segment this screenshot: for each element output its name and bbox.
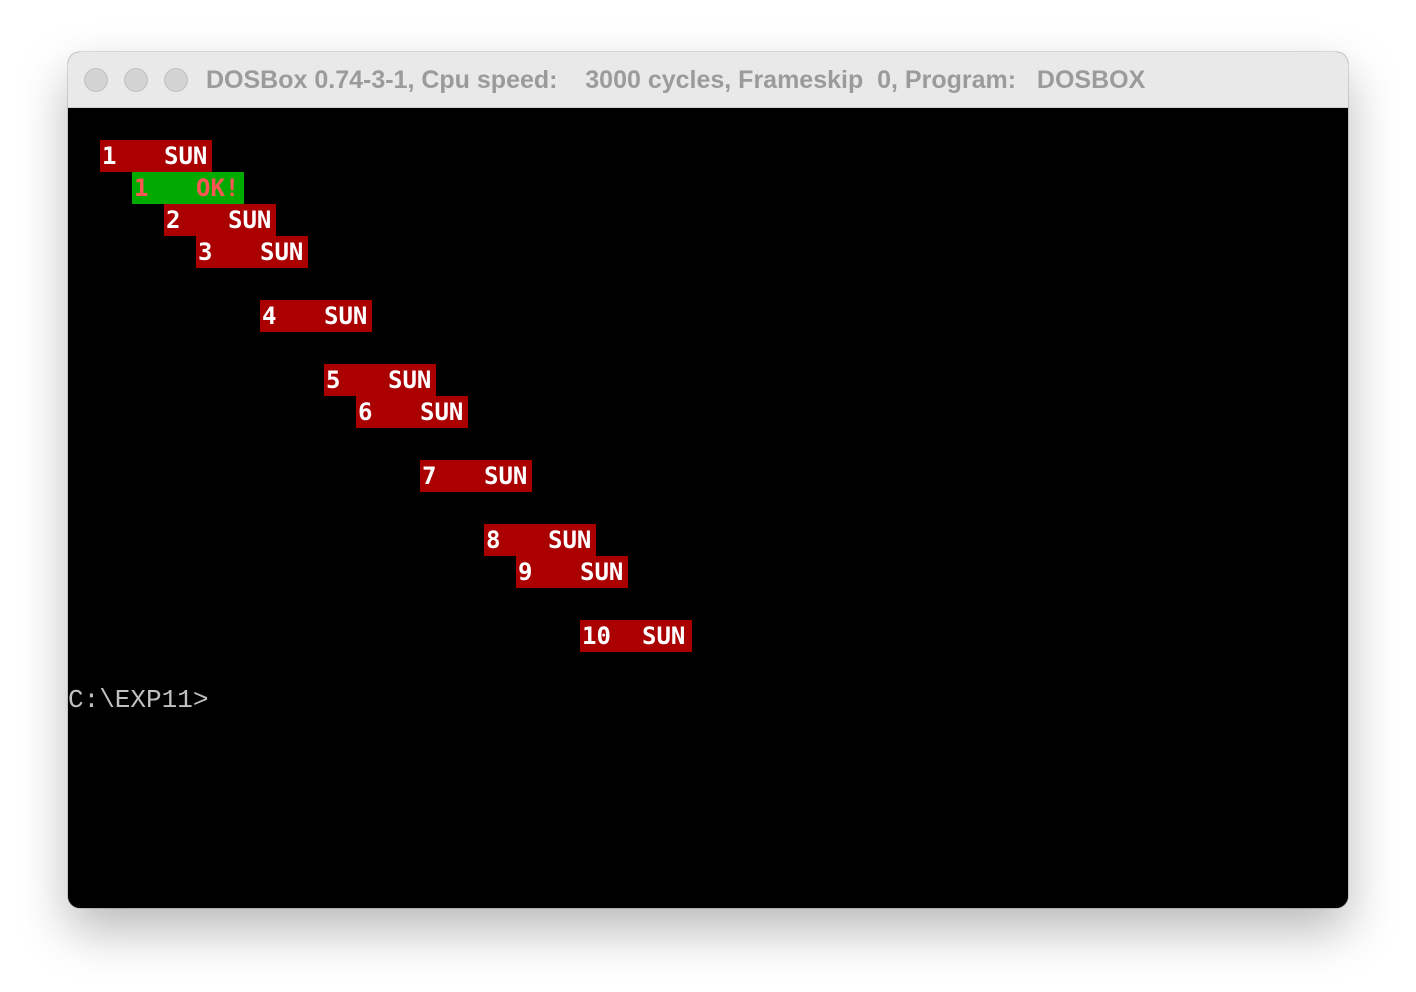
row-label: SUN	[164, 142, 208, 170]
row-label: SUN	[548, 526, 592, 554]
row-label: SUN	[420, 398, 464, 426]
row-number: 6	[358, 398, 373, 426]
row-number: 1	[102, 142, 117, 170]
row-number: 3	[198, 238, 213, 266]
close-button[interactable]	[84, 68, 108, 92]
screen-row: 8 SUN	[484, 524, 596, 556]
window-title: DOSBox 0.74-3-1, Cpu speed: 3000 cycles,…	[206, 66, 1146, 94]
screen-row: 3 SUN	[196, 236, 308, 268]
row-label: SUN	[642, 622, 686, 650]
screen-row-ok: 1 OK!	[132, 172, 244, 204]
zoom-button[interactable]	[164, 68, 188, 92]
minimize-button[interactable]	[124, 68, 148, 92]
row-label: SUN	[324, 302, 368, 330]
row-number: 7	[422, 462, 437, 490]
row-number: 9	[518, 558, 533, 586]
row-number: 1	[134, 174, 149, 202]
row-label: SUN	[260, 238, 304, 266]
screen-row: 4 SUN	[260, 300, 372, 332]
row-label: SUN	[580, 558, 624, 586]
row-label: OK!	[196, 174, 240, 202]
row-number: 10	[582, 622, 611, 650]
dos-screen[interactable]: 1 SUN 1 OK! 2 SUN 3 SUN 4 SUN 5 SUN 6 SU…	[68, 108, 1348, 908]
screen-row: 7 SUN	[420, 460, 532, 492]
screen-row: 2 SUN	[164, 204, 276, 236]
row-number: 4	[262, 302, 277, 330]
screen-row: 9 SUN	[516, 556, 628, 588]
screen-row: 5 SUN	[324, 364, 436, 396]
screen-row: 1 SUN	[100, 140, 212, 172]
command-prompt[interactable]: C:\EXP11>	[68, 685, 209, 715]
row-number: 2	[166, 206, 181, 234]
screen-row: 6 SUN	[356, 396, 468, 428]
row-label: SUN	[228, 206, 272, 234]
screen-row: 10 SUN	[580, 620, 692, 652]
dosbox-window: DOSBox 0.74-3-1, Cpu speed: 3000 cycles,…	[68, 52, 1348, 908]
row-label: SUN	[484, 462, 528, 490]
row-number: 5	[326, 366, 341, 394]
row-label: SUN	[388, 366, 432, 394]
title-bar[interactable]: DOSBox 0.74-3-1, Cpu speed: 3000 cycles,…	[68, 52, 1348, 108]
row-number: 8	[486, 526, 501, 554]
